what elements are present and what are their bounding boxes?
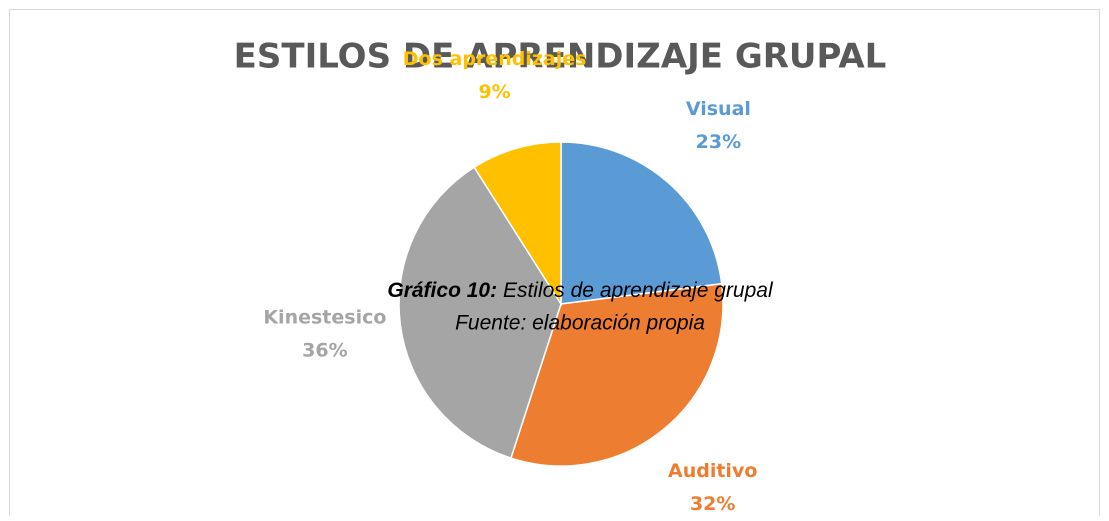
slice-category: Kinestesico	[263, 306, 386, 328]
pie-slice	[473, 141, 562, 307]
slice-category: Dos aprendizajes	[403, 48, 587, 70]
slice-category: Visual	[686, 98, 751, 120]
caption-label: Gráfico 10:	[387, 279, 497, 302]
pie-slice	[509, 282, 724, 467]
caption-source: Fuente: elaboración propia	[455, 312, 705, 335]
slice-value-label: 9%	[478, 81, 510, 103]
slice-value-label: 32%	[690, 493, 735, 515]
slice-value-label: 36%	[302, 339, 347, 361]
caption-text: Estilos de aprendizaje grupal	[503, 279, 774, 302]
pie-slice	[560, 141, 723, 305]
chart-title: ESTILOS DE APRENDIZAJE GRUPAL	[234, 37, 887, 77]
pie-slice	[398, 166, 562, 460]
labels: Visual 23% Auditivo 32% Kinestesico 36% Dos ap…	[263, 48, 757, 515]
pie	[398, 141, 724, 467]
slice-category: Auditivo	[668, 460, 757, 482]
slice-value-label: 23%	[696, 131, 741, 153]
caption-line: Gráfico 10: Estilos de aprendizaje grupa…	[387, 279, 774, 302]
